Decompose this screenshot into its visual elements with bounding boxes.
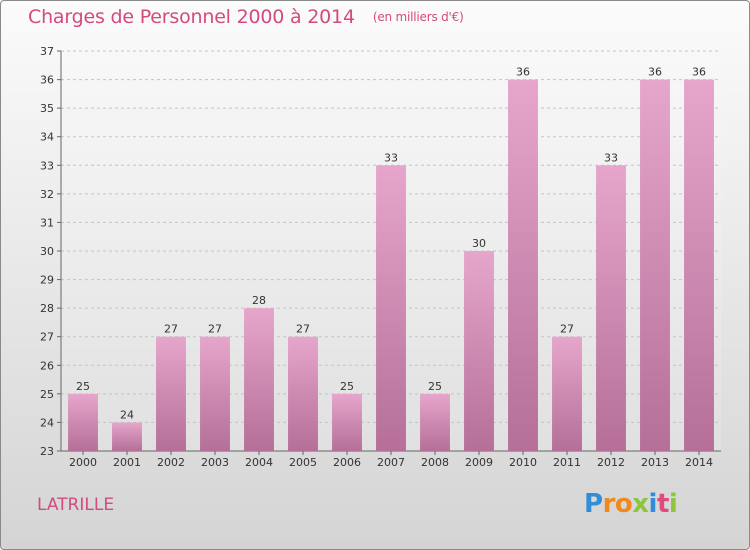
- bar: [684, 79, 714, 452]
- bar-value-label: 25: [428, 380, 442, 393]
- chart-title-text: Charges de Personnel 2000 à 2014: [28, 6, 355, 28]
- y-tick-label: 30: [40, 245, 54, 258]
- bar-value-label: 25: [340, 380, 354, 393]
- bar: [244, 308, 274, 451]
- chart-title: Charges de Personnel 2000 à 2014 (en mill…: [28, 6, 464, 28]
- y-tick-label: 34: [40, 131, 54, 144]
- bar-value-label: 28: [252, 294, 266, 307]
- bar-value-label: 33: [384, 151, 398, 164]
- y-tick-label: 36: [40, 74, 54, 87]
- x-tick-label: 2008: [421, 456, 449, 469]
- bar-value-label: 36: [692, 66, 706, 79]
- bar-value-label: 27: [296, 323, 310, 336]
- x-tick-label: 2010: [509, 456, 537, 469]
- y-tick-label: 25: [40, 388, 54, 401]
- proxiti-logo: Proxiti: [584, 489, 678, 519]
- bar-value-label: 27: [208, 323, 222, 336]
- x-tick-label: 2006: [333, 456, 361, 469]
- x-tick-label: 2013: [641, 456, 669, 469]
- chart-unit: (en milliers d'€): [372, 10, 464, 24]
- x-tick-label: 2014: [685, 456, 713, 469]
- y-tick-label: 29: [40, 274, 54, 287]
- bar-value-label: 33: [604, 151, 618, 164]
- x-tick-label: 2001: [113, 456, 141, 469]
- bar-value-label: 36: [516, 66, 530, 79]
- bar: [200, 336, 230, 451]
- bar-value-label: 36: [648, 66, 662, 79]
- bar: [332, 393, 362, 451]
- bar: [420, 393, 450, 451]
- y-tick-label: 23: [40, 445, 54, 458]
- bar-value-label: 25: [76, 380, 90, 393]
- x-tick-label: 2007: [377, 456, 405, 469]
- bar: [640, 79, 670, 452]
- y-tick-label: 26: [40, 359, 54, 372]
- bar: [112, 422, 142, 451]
- y-tick-label: 24: [40, 416, 54, 429]
- x-tick-label: 2003: [201, 456, 229, 469]
- bar-value-label: 30: [472, 237, 486, 250]
- y-tick-label: 27: [40, 331, 54, 344]
- bar-value-label: 27: [164, 323, 178, 336]
- x-tick-label: 2005: [289, 456, 317, 469]
- bar: [288, 336, 318, 451]
- bar: [68, 393, 98, 451]
- y-tick-label: 35: [40, 102, 54, 115]
- bar-value-label: 27: [560, 323, 574, 336]
- x-tick-label: 2012: [597, 456, 625, 469]
- bar: [464, 251, 494, 451]
- y-tick-label: 32: [40, 188, 54, 201]
- y-tick-label: 37: [40, 45, 54, 58]
- y-tick-label: 28: [40, 302, 54, 315]
- bar: [376, 165, 406, 452]
- x-tick-label: 2011: [553, 456, 581, 469]
- bar: [156, 336, 186, 451]
- bar: [596, 165, 626, 452]
- x-tick-label: 2002: [157, 456, 185, 469]
- x-tick-label: 2009: [465, 456, 493, 469]
- y-tick-label: 33: [40, 159, 54, 172]
- bar: [508, 79, 538, 452]
- bar: [552, 336, 582, 451]
- x-tick-label: 2000: [69, 456, 97, 469]
- x-tick-label: 2004: [245, 456, 273, 469]
- y-tick-label: 31: [40, 216, 54, 229]
- commune-name: LATRILLE: [37, 495, 115, 515]
- bar-value-label: 24: [120, 408, 134, 421]
